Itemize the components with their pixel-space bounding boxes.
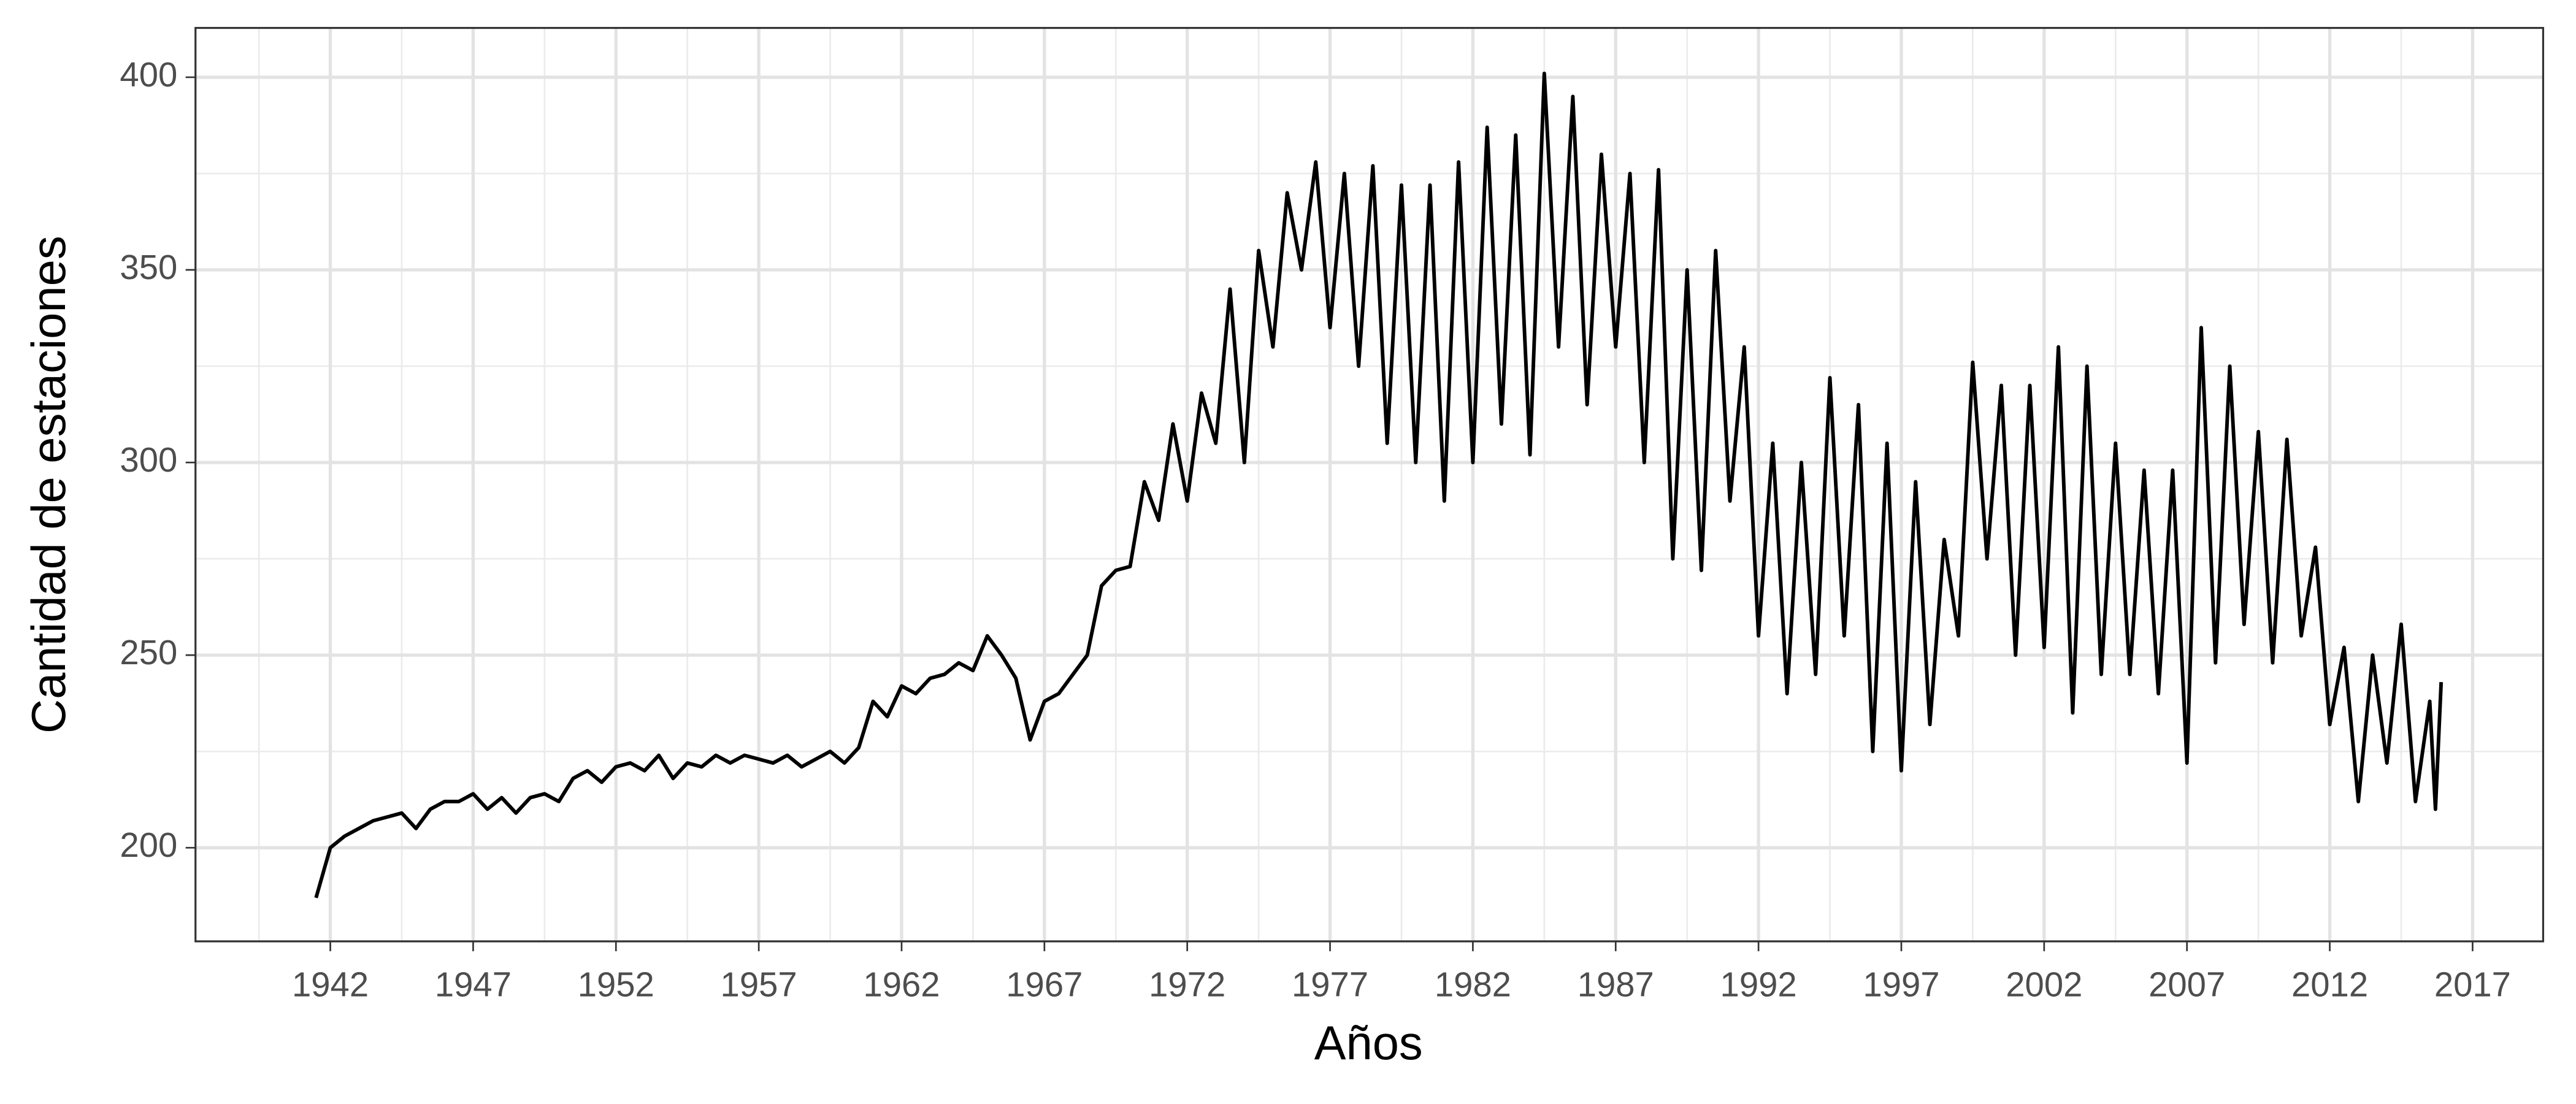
x-tick-label: 2007 [2149, 965, 2225, 1004]
plot-border [194, 26, 2545, 943]
x-tick-label: 1947 [435, 965, 512, 1004]
x-tick-label: 1962 [863, 965, 940, 1004]
y-tick-label: 200 [120, 826, 177, 864]
x-tick-label: 1942 [292, 965, 369, 1004]
y-tick-label: 350 [120, 248, 177, 286]
y-axis-title: Cantidad de estaciones [23, 236, 75, 734]
x-tick-label: 1967 [1006, 965, 1083, 1004]
y-tick-label: 400 [120, 55, 177, 94]
x-tick-label: 1952 [578, 965, 654, 1004]
x-tick-label: 1992 [1720, 965, 1797, 1004]
x-tick-label: 1957 [721, 965, 797, 1004]
x-tick-label: 1982 [1435, 965, 1511, 1004]
x-tick-label: 2017 [2434, 965, 2511, 1004]
x-tick-label: 1997 [1863, 965, 1939, 1004]
x-tick-label: 1977 [1292, 965, 1368, 1004]
x-tick-label: 2012 [2291, 965, 2368, 1004]
line-series [314, 71, 2444, 899]
x-tick-label: 1987 [1577, 965, 1654, 1004]
y-tick-label: 250 [120, 633, 177, 672]
x-tick-label: 2002 [2006, 965, 2082, 1004]
y-tick-label: 300 [120, 440, 177, 479]
x-axis-title: Años [1314, 1017, 1423, 1070]
x-tick-label: 1972 [1149, 965, 1225, 1004]
